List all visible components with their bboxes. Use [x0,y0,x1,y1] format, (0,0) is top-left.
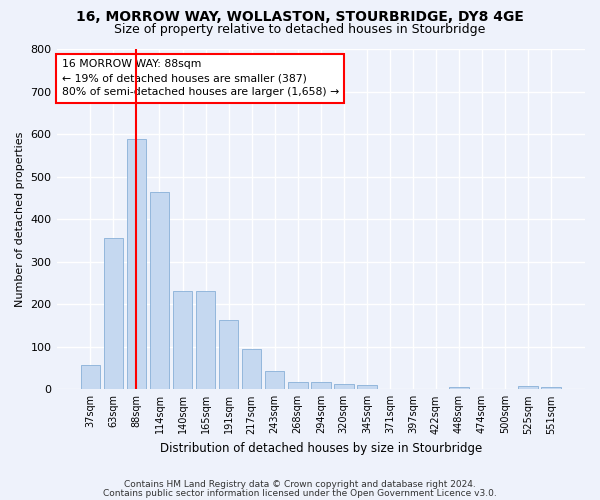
Bar [334,384,353,390]
Bar [311,382,331,390]
Y-axis label: Number of detached properties: Number of detached properties [15,132,25,307]
Bar [173,290,193,390]
Bar [265,372,284,390]
Bar [104,238,123,390]
Bar [196,292,215,390]
Text: Contains public sector information licensed under the Open Government Licence v3: Contains public sector information licen… [103,488,497,498]
Text: Contains HM Land Registry data © Crown copyright and database right 2024.: Contains HM Land Registry data © Crown c… [124,480,476,489]
Text: 16, MORROW WAY, WOLLASTON, STOURBRIDGE, DY8 4GE: 16, MORROW WAY, WOLLASTON, STOURBRIDGE, … [76,10,524,24]
X-axis label: Distribution of detached houses by size in Stourbridge: Distribution of detached houses by size … [160,442,482,455]
Bar [518,386,538,390]
Text: Size of property relative to detached houses in Stourbridge: Size of property relative to detached ho… [115,22,485,36]
Bar [149,192,169,390]
Bar [127,139,146,390]
Bar [80,365,100,390]
Bar [357,385,377,390]
Bar [219,320,238,390]
Bar [288,382,308,390]
Bar [541,387,561,390]
Bar [449,387,469,390]
Bar [242,349,262,390]
Text: 16 MORROW WAY: 88sqm
← 19% of detached houses are smaller (387)
80% of semi-deta: 16 MORROW WAY: 88sqm ← 19% of detached h… [62,59,339,97]
